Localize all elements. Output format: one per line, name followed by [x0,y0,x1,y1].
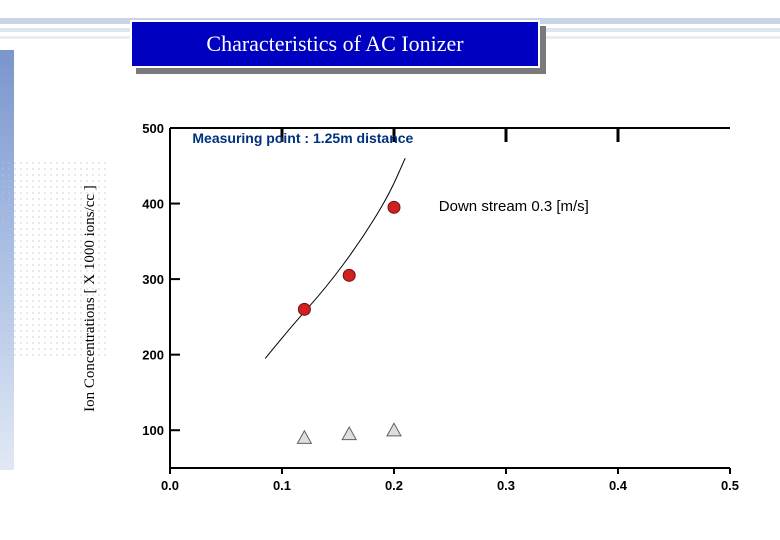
y-axis-label-wrap: Ion Concentrations [ X 1000 ions/cc ] [80,118,100,478]
y-tick-label: 100 [142,423,164,438]
title-text: Characteristics of AC Ionizer [206,31,463,57]
measuring-point-label: Measuring point : 1.25m distance [192,130,413,146]
downstream-label: Down stream 0.3 [m/s] [439,198,589,215]
x-tick-label: 0.0 [161,478,179,493]
y-tick-label: 500 [142,121,164,136]
data-point-circle [343,269,355,281]
x-tick-label: 0.1 [273,478,291,493]
x-tick-label: 0.4 [609,478,628,493]
title-banner: Characteristics of AC Ionizer [130,20,540,68]
y-tick-label: 200 [142,348,164,363]
x-tick-label: 0.2 [385,478,403,493]
y-axis-label: Ion Concentrations [ X 1000 ions/cc ] [82,185,99,412]
x-tick-label: 0.5 [721,478,739,493]
x-tick-label: 0.3 [497,478,515,493]
side-accent [0,50,14,470]
data-point-circle [298,303,310,315]
y-tick-label: 300 [142,272,164,287]
y-tick-label: 400 [142,197,164,212]
data-point-circle [388,201,400,213]
chart: 100 200 300 400 500 0.0 0.1 0.2 0.3 0.4 0.5 Measuri… [100,118,760,518]
